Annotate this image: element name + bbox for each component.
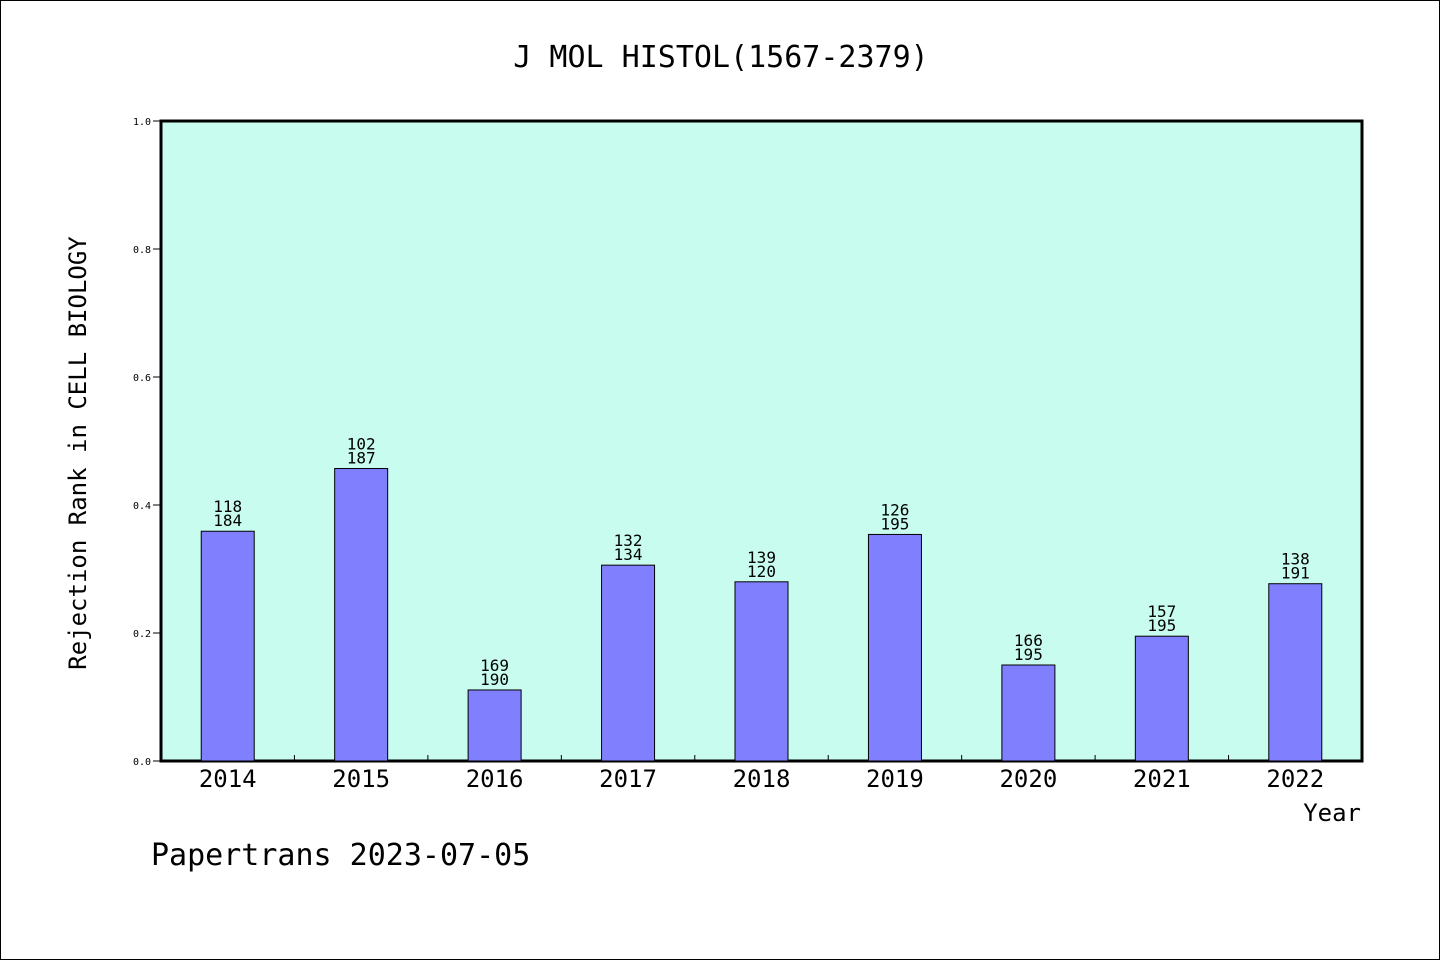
bar-label-bottom: 195 bbox=[880, 514, 909, 533]
bar-label-top: 138 bbox=[1281, 550, 1310, 569]
bar bbox=[334, 468, 389, 762]
x-tick-label: 2016 bbox=[466, 765, 524, 793]
bar bbox=[734, 581, 789, 762]
bar-label-top: 102 bbox=[347, 435, 376, 454]
bar bbox=[601, 564, 656, 762]
y-tick-label: 0.4 bbox=[133, 501, 151, 512]
bar-label-top: 126 bbox=[880, 500, 909, 519]
x-axis: 2014 2015 2016 2017 2018 2019 2020 2021 2022 bbox=[199, 755, 1324, 793]
y-tick-label: 1.0 bbox=[133, 117, 151, 128]
x-axis-label: Year bbox=[1303, 799, 1361, 827]
bar-label-bottom: 190 bbox=[480, 670, 509, 689]
bar bbox=[467, 689, 522, 762]
x-tick-label: 2018 bbox=[733, 765, 791, 793]
y-tick-label: 0.2 bbox=[133, 629, 151, 640]
x-tick-label: 2021 bbox=[1133, 765, 1191, 793]
bar-label-bottom: 195 bbox=[1014, 645, 1043, 664]
bar-label-bottom: 134 bbox=[614, 545, 643, 564]
y-tick-label: 0.0 bbox=[133, 757, 151, 768]
x-tick-label: 2019 bbox=[866, 765, 924, 793]
bar-label-bottom: 184 bbox=[213, 511, 242, 530]
y-axis: 0.0 0.2 0.4 0.6 0.8 1.0 bbox=[133, 117, 161, 768]
bar-label-top: 166 bbox=[1014, 631, 1043, 650]
bar-label-top: 157 bbox=[1147, 602, 1176, 621]
x-tick-label: 2015 bbox=[332, 765, 390, 793]
bar-label-bottom: 195 bbox=[1147, 616, 1176, 635]
bar-label-bottom: 191 bbox=[1281, 564, 1310, 583]
footer-credit: Papertrans 2023-07-05 bbox=[151, 838, 530, 873]
bar bbox=[1268, 583, 1323, 762]
bar-label-top: 118 bbox=[213, 497, 242, 516]
x-tick-label: 2020 bbox=[999, 765, 1057, 793]
y-tick-label: 0.6 bbox=[133, 373, 151, 384]
bar bbox=[867, 533, 922, 762]
bar-label-top: 132 bbox=[614, 531, 643, 550]
y-tick-label: 0.8 bbox=[133, 245, 151, 256]
bar-label-bottom: 120 bbox=[747, 562, 776, 581]
bar-label-bottom: 187 bbox=[347, 449, 376, 468]
bar-label-top: 169 bbox=[480, 656, 509, 675]
y-axis-label: Rejection Rank in CELL BIOLOGY bbox=[64, 236, 92, 670]
bar bbox=[200, 530, 255, 762]
x-tick-label: 2017 bbox=[599, 765, 657, 793]
x-tick-label: 2014 bbox=[199, 765, 257, 793]
chart-title: J MOL HISTOL(1567-2379) bbox=[513, 40, 928, 75]
bar bbox=[1134, 635, 1189, 762]
bar bbox=[1001, 664, 1056, 762]
bar-label-top: 139 bbox=[747, 548, 776, 567]
x-tick-label: 2022 bbox=[1266, 765, 1324, 793]
